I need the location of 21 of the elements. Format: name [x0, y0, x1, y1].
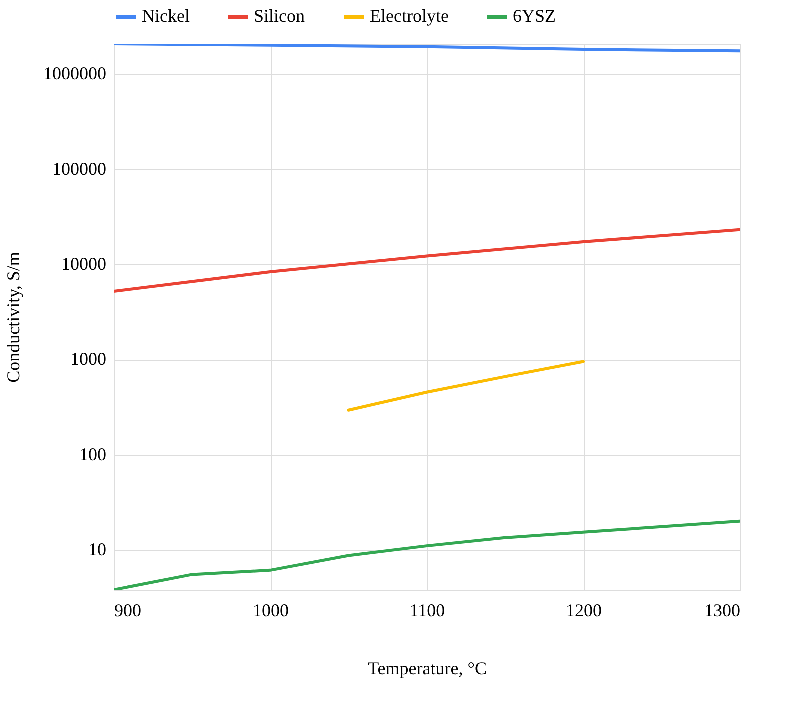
legend-label: Nickel [142, 6, 190, 26]
y-tick-label: 10000 [62, 254, 106, 274]
legend-label: 6YSZ [513, 6, 556, 26]
legend-label: Silicon [254, 6, 306, 26]
x-tick-label: 1100 [410, 600, 446, 620]
x-tick-label: 900 [114, 600, 142, 620]
line-series [114, 520, 740, 590]
x-axis-title: Temperature, °C [368, 658, 487, 678]
legend-label: Electrolyte [370, 6, 449, 26]
y-tick-label: 100 [80, 444, 106, 464]
y-tick-label: 10 [88, 540, 106, 560]
y-tick-label: 100000 [52, 158, 106, 179]
x-tick-label: 1300 [704, 600, 740, 620]
y-tick-label: 1000000 [44, 64, 106, 84]
y-axis-title: Conductivity, S/m [4, 252, 24, 383]
y-tick-label: 1000 [70, 349, 106, 370]
line-series [114, 228, 740, 293]
line-series [114, 44, 740, 53]
x-tick-label: 1000 [253, 600, 289, 620]
line-series [347, 360, 585, 412]
x-tick-label: 1200 [566, 600, 602, 620]
